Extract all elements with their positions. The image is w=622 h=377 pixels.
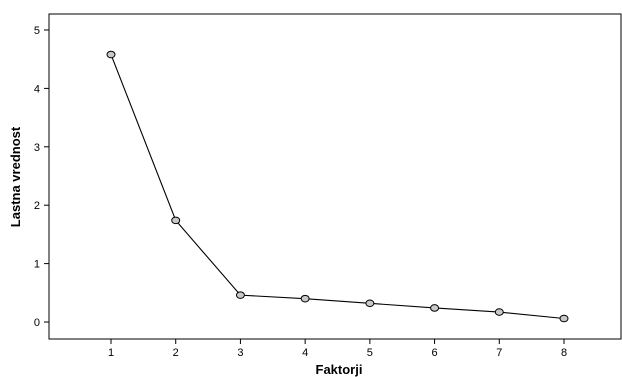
series-group <box>106 50 569 323</box>
plot-frame <box>48 13 622 340</box>
y-tick-label: 2 <box>34 200 40 212</box>
x-tick-label: 5 <box>367 347 373 359</box>
data-point <box>559 314 569 323</box>
y-tick-label: 3 <box>34 142 40 154</box>
data-point <box>171 216 181 225</box>
data-point <box>300 294 310 303</box>
x-tick-label: 1 <box>108 347 114 359</box>
x-tick-label: 4 <box>302 347 308 359</box>
data-point <box>365 299 375 308</box>
x-axis-title: Faktorji <box>316 362 363 377</box>
x-tick-label: 6 <box>432 347 438 359</box>
data-point <box>106 50 116 59</box>
data-point <box>235 291 245 299</box>
data-point <box>494 308 504 316</box>
x-axis: 1 2 3 4 5 6 7 8 <box>108 339 567 359</box>
y-tick-label: 0 <box>34 317 40 329</box>
x-tick-label: 3 <box>237 347 243 359</box>
y-tick-label: 1 <box>34 259 40 271</box>
series-line <box>110 54 565 320</box>
x-tick-label: 7 <box>496 347 502 359</box>
y-tick-label: 5 <box>34 25 40 37</box>
data-point <box>430 304 440 312</box>
x-tick-label: 8 <box>561 347 567 359</box>
y-tick-label: 4 <box>34 83 40 95</box>
y-axis: 0 1 2 3 4 5 <box>34 25 49 329</box>
y-axis-title: Lastna vrednost <box>8 126 23 227</box>
x-tick-label: 2 <box>173 347 179 359</box>
